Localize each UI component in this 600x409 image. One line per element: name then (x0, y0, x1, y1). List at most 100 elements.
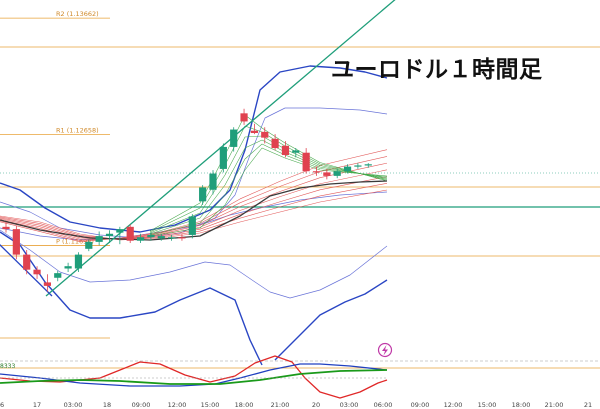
candle (230, 127, 238, 152)
candle-body (271, 138, 279, 149)
ribbon-line-green (149, 135, 388, 234)
x-tick-label: 09:00 (132, 401, 151, 409)
candle (33, 266, 41, 279)
x-tick-label: 12:00 (444, 401, 463, 409)
x-tick-label: 18 (103, 401, 111, 409)
candle-body (178, 237, 186, 239)
ribbon-line-red (0, 156, 388, 241)
oscillator-blue (0, 363, 388, 387)
ribbon-line-green (149, 143, 388, 236)
x-tick-label: 20 (312, 401, 320, 409)
candle (199, 185, 207, 205)
x-tick-label: 06:00 (374, 401, 393, 409)
moving-average-dark (0, 180, 388, 241)
candle (85, 239, 93, 252)
ribbon-line-green (149, 125, 388, 233)
x-tick-label: 18:00 (512, 401, 531, 409)
ribbon-line-red (0, 189, 388, 241)
ribbon-line-red (0, 176, 388, 240)
candle (240, 108, 248, 125)
candle-body (95, 236, 103, 242)
pivot-levels: R2 (1.13662) R1 (1.12658) P (1.11698) (0, 10, 600, 369)
candle (64, 262, 72, 272)
candle-body (43, 282, 51, 286)
candle (343, 164, 352, 174)
candle-body (323, 172, 331, 176)
chart-title: ユーロドル１時間足 (331, 57, 543, 83)
candle-body (85, 241, 93, 249)
oscillator-red (0, 355, 388, 399)
candle-body (292, 150, 300, 153)
candles (2, 108, 372, 292)
x-axis: 16 17 03:00 18 09:00 12:00 15:00 18:00 21:00 20 03… (0, 401, 592, 409)
candle-body (343, 166, 352, 172)
candle-body (54, 273, 62, 278)
candle (250, 123, 258, 135)
candle-body (333, 171, 341, 176)
candle-body (312, 171, 321, 173)
ribbon-line-red (0, 182, 388, 240)
level-label: R1 (1.12658) (56, 126, 99, 134)
candle (168, 234, 176, 241)
candle (126, 224, 134, 244)
candle (312, 166, 321, 176)
candle-body (364, 164, 372, 166)
candle-body (23, 254, 31, 270)
candle-body (105, 233, 114, 237)
candle (292, 148, 300, 158)
candle-body (261, 131, 269, 138)
ribbon-line-green (149, 147, 388, 237)
oscillator-panel: 8333 (0, 355, 388, 399)
candle (157, 233, 165, 241)
trendline-rising (45, 0, 396, 297)
candle-body (230, 129, 238, 147)
candle (2, 222, 10, 233)
candle-body (302, 152, 310, 172)
candle-body (64, 266, 72, 269)
candle (43, 274, 51, 292)
x-tick-label: 17 (33, 401, 41, 409)
x-tick-label: 16 (0, 401, 4, 409)
candle (178, 233, 186, 241)
x-tick-label: 15:00 (478, 401, 497, 409)
candle (54, 270, 62, 282)
candle-body (157, 236, 165, 239)
x-tick-label: 03:00 (64, 401, 83, 409)
oscillator-green (0, 369, 388, 385)
candle-body (126, 226, 134, 241)
candle (302, 148, 310, 174)
candle-body (12, 229, 20, 255)
ribbon-line-red (0, 149, 388, 242)
candle (364, 163, 372, 168)
x-tick-label: 12:00 (168, 401, 187, 409)
candle-body (199, 187, 207, 202)
candle (333, 168, 341, 179)
x-tick-label: 09:00 (411, 401, 430, 409)
candle-body (240, 113, 248, 122)
upper-band-inner (0, 107, 388, 239)
x-tick-label: 21:00 (545, 401, 564, 409)
x-tick-label: 18:00 (235, 401, 254, 409)
candle (188, 214, 196, 239)
oscillator-value-label: 8333 (0, 363, 15, 370)
x-tick-label: 15:00 (201, 401, 220, 409)
candle (95, 231, 103, 246)
candle-body (116, 229, 124, 233)
candle-body (354, 165, 362, 167)
upper-band-outer (0, 65, 388, 233)
candle (281, 141, 290, 158)
x-tick-label: 21:00 (271, 401, 290, 409)
candle (219, 143, 227, 173)
candle-body (188, 216, 196, 235)
candle-body (168, 237, 176, 239)
candle (74, 252, 83, 272)
candle-body (136, 237, 145, 241)
candle (23, 249, 31, 275)
candle-body (147, 234, 155, 238)
lower-band-inner (0, 229, 388, 299)
candle (136, 233, 145, 244)
candle-body (219, 146, 227, 169)
candle (261, 127, 269, 144)
lightning-icon[interactable] (377, 342, 393, 358)
